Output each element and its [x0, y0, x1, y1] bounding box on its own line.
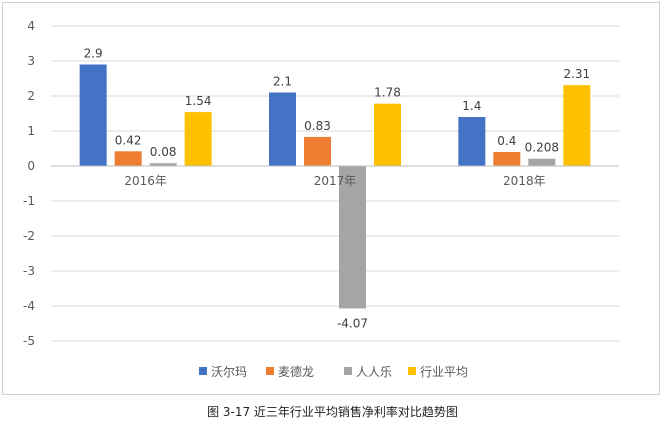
- data-labels: 2.9 0.42 0.08 1.54 2.1 0.83 -4.07 1.78 1.4 0.4 0.2…: [84, 47, 591, 331]
- legend: 沃尔玛 麦德龙 人人乐 行业平均: [199, 364, 468, 379]
- data-label: 2.31: [563, 67, 590, 81]
- y-tick-label: -3: [23, 264, 35, 278]
- bar: [339, 166, 366, 309]
- data-label: -4.07: [337, 316, 368, 330]
- bar: [184, 112, 212, 166]
- bar: [149, 163, 177, 166]
- category-label: 2016年: [124, 174, 167, 188]
- y-tick-label: 0: [27, 159, 35, 173]
- data-label: 0.08: [150, 145, 177, 159]
- legend-swatch: [408, 367, 416, 375]
- bar: [528, 158, 556, 166]
- data-label: 2.1: [273, 75, 292, 89]
- y-tick-label: 2: [27, 89, 35, 103]
- data-label: 0.4: [497, 134, 516, 148]
- y-tick-label: -5: [23, 334, 35, 348]
- bar: [493, 152, 521, 166]
- bar: [563, 85, 591, 166]
- bar-chart: 4 3 2 1 0 -1 -2 -3 -4 -5 2.9 0.42 0.08 1.54 2.1 0.83 -4…: [23, 19, 619, 379]
- bar: [79, 64, 107, 166]
- category-labels: 2016年 2017年 2018年: [124, 174, 545, 188]
- bar: [269, 92, 296, 166]
- data-label: 1.54: [185, 94, 212, 108]
- bars: [79, 64, 591, 309]
- y-tick-label: 3: [27, 54, 35, 68]
- legend-label: 沃尔玛: [211, 364, 247, 379]
- legend-swatch: [344, 367, 352, 375]
- bar: [374, 103, 401, 166]
- y-tick-label: 1: [27, 124, 35, 138]
- y-tick-label: -2: [23, 229, 35, 243]
- figure-caption: 图 3-17 近三年行业平均销售净利率对比趋势图: [207, 405, 458, 419]
- y-tick-label: -4: [23, 299, 35, 313]
- bar: [458, 117, 486, 166]
- legend-label: 麦德龙: [278, 364, 314, 379]
- legend-swatch: [199, 367, 207, 375]
- y-axis-ticks: 4 3 2 1 0 -1 -2 -3 -4 -5: [23, 19, 35, 348]
- data-label: 0.42: [115, 133, 142, 147]
- category-label: 2017年: [314, 174, 357, 188]
- data-label: 1.78: [374, 86, 401, 100]
- bar: [114, 151, 142, 166]
- legend-swatch: [266, 367, 274, 375]
- y-tick-label: 4: [27, 19, 35, 33]
- data-label: 2.9: [84, 47, 103, 61]
- data-label: 0.83: [304, 119, 331, 133]
- y-tick-label: -1: [23, 194, 35, 208]
- chart-figure: 4 3 2 1 0 -1 -2 -3 -4 -5 2.9 0.42 0.08 1.54 2.1 0.83 -4…: [2, 2, 660, 395]
- category-label: 2018年: [503, 174, 546, 188]
- bar: [304, 136, 331, 166]
- legend-label: 人人乐: [356, 365, 392, 379]
- legend-label: 行业平均: [420, 365, 468, 379]
- data-label: 1.4: [462, 99, 481, 113]
- data-label: 0.208: [525, 141, 559, 155]
